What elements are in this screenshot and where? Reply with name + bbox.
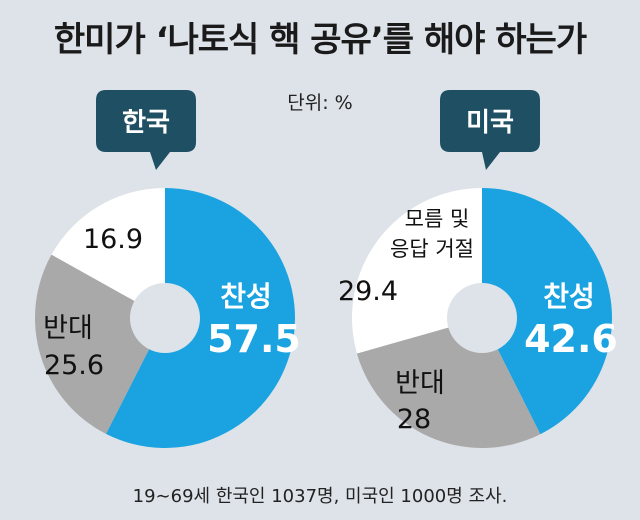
usa-pie-center xyxy=(447,283,517,353)
usa-slice-agree xyxy=(482,188,613,435)
usa-pie: 찬성 42.6 반대 28 모름 및 응답 거절 29.4 xyxy=(338,188,618,448)
unit-label: 단위: % xyxy=(287,92,353,114)
korea-slice-unknown xyxy=(51,188,166,318)
usa-oppose-value: 28 xyxy=(397,404,431,435)
korea-oppose-value: 25.6 xyxy=(44,350,104,381)
usa-unknown-value: 29.4 xyxy=(338,276,398,307)
korea-slice-oppose xyxy=(35,254,166,434)
usa-badge: 미국 xyxy=(440,90,540,170)
chart-title: 한미가 ‘나토식 핵 공유’를 해야 하는가 xyxy=(53,20,587,60)
korea-badge-text: 한국 xyxy=(122,108,170,138)
usa-oppose-label: 반대 xyxy=(395,368,445,399)
usa-badge-shape xyxy=(440,90,540,170)
usa-badge-text: 미국 xyxy=(466,108,514,138)
korea-badge: 한국 xyxy=(96,90,196,170)
usa-unknown-label-line2: 응답 거절 xyxy=(390,237,474,261)
korea-agree-value: 57.5 xyxy=(207,317,301,361)
usa-unknown-label-line1: 모름 및 xyxy=(405,207,470,231)
korea-pie: 찬성 57.5 반대 25.6 16.9 xyxy=(35,188,301,448)
usa-agree-value: 42.6 xyxy=(524,317,618,361)
korea-badge-shape xyxy=(96,90,196,170)
korea-oppose-label: 반대 xyxy=(43,313,93,344)
korea-agree-label: 찬성 xyxy=(220,280,272,313)
footnote: 19∼69세 한국인 1037명, 미국인 1000명 조사. xyxy=(132,486,508,507)
usa-agree-label: 찬성 xyxy=(543,280,595,313)
korea-pie-center xyxy=(130,283,200,353)
korea-slice-agree xyxy=(105,188,296,448)
korea-unknown-value: 16.9 xyxy=(83,224,143,255)
